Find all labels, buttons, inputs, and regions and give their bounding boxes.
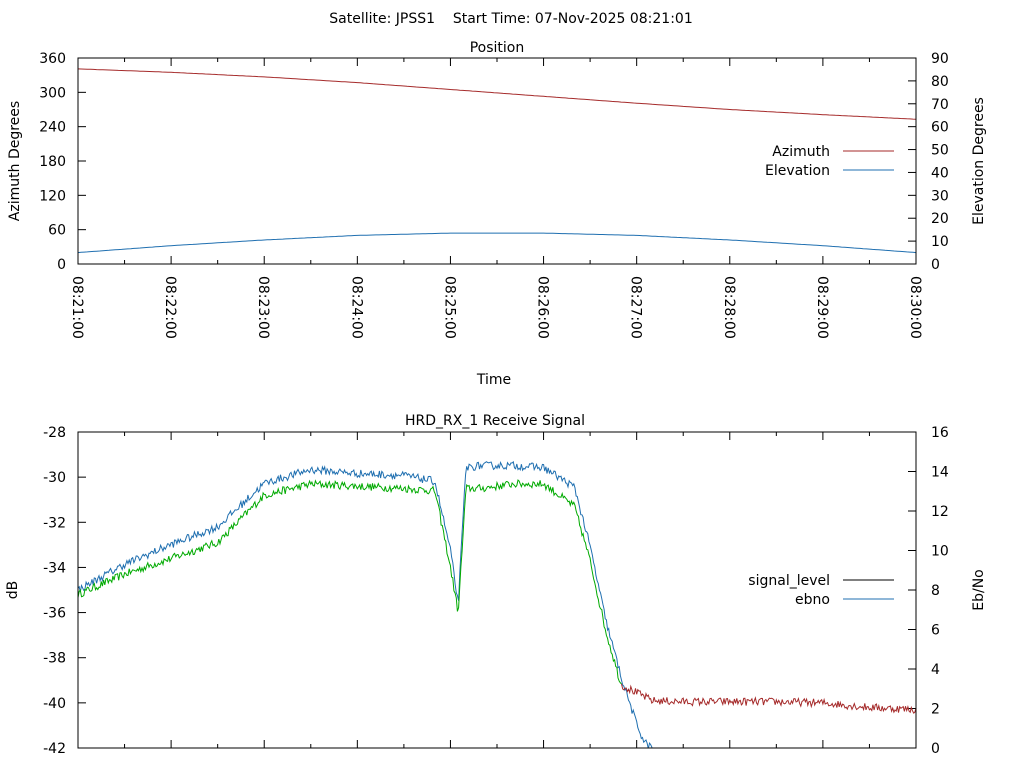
position-chart-series [77, 68, 917, 254]
position-y2-axis-label: Elevation Degrees [971, 97, 987, 225]
y2-tick-label: 8 [931, 583, 940, 599]
x-tick-label: 08:28:00 [721, 276, 737, 339]
x-tick-label: 08:21:00 [69, 276, 85, 339]
x-tick-label: 08:30:00 [907, 276, 923, 339]
y-tick-label: -30 [43, 470, 66, 486]
y2-tick-label: 0 [931, 257, 940, 273]
y2-tick-label: 60 [931, 120, 949, 136]
series-ebno-line [78, 460, 653, 748]
y2-tick-label: 0 [931, 741, 940, 757]
y2-tick-label: 70 [931, 97, 949, 113]
y-tick-label: -40 [43, 696, 66, 712]
y-tick-label: 180 [39, 154, 66, 170]
page-title: Satellite: JPSS1 Start Time: 07-Nov-2025… [329, 11, 692, 27]
x-tick-label: 08:29:00 [814, 276, 830, 339]
position-legend: Azimuth Elevation [765, 144, 894, 179]
y-tick-label: -38 [43, 651, 66, 667]
signal-legend: signal_level ebno [748, 573, 894, 608]
x-tick-label: 08:22:00 [162, 276, 178, 339]
y2-tick-label: 40 [931, 165, 949, 181]
y2-tick-label: 16 [931, 425, 949, 441]
position-chart-title: Position [470, 40, 525, 56]
y-tick-label: -34 [43, 560, 66, 576]
position-chart: Position 0 60 120 180 240 300 360 0 10 20 30 40 50 60… [7, 40, 987, 388]
y-tick-label: -36 [43, 606, 66, 622]
signal-chart-ticks: -42 -40 -38 -36 -34 -32 -30 -28 0 2 4 6 8 10 12 14 16 [43, 425, 949, 757]
y2-tick-label: 2 [931, 702, 940, 718]
y2-tick-label: 14 [931, 465, 949, 481]
signal-plot-frame [77, 431, 917, 749]
y-tick-label: 240 [39, 120, 66, 136]
position-y-axis-label: Azimuth Degrees [7, 101, 23, 221]
series-elevation-line [77, 232, 917, 254]
y-tick-label: -28 [43, 425, 66, 441]
signal-chart-title: HRD_RX_1 Receive Signal [405, 413, 585, 429]
position-x-axis-label: Time [476, 372, 511, 388]
legend-label-ebno: ebno [795, 592, 830, 608]
position-plot-frame [77, 57, 917, 265]
legend-label-signal-level: signal_level [748, 573, 830, 589]
y2-tick-label: 90 [931, 51, 949, 67]
series-signal-level-noise-floor [621, 683, 916, 714]
series-azimuth-line [77, 68, 917, 120]
y2-tick-label: 30 [931, 188, 949, 204]
signal-y-axis-label: dB [5, 581, 21, 600]
y-tick-label: -32 [43, 515, 66, 531]
legend-label-azimuth: Azimuth [772, 144, 830, 160]
y2-tick-label: 10 [931, 544, 949, 560]
y2-tick-label: 20 [931, 211, 949, 227]
x-tick-label: 08:27:00 [628, 276, 644, 339]
y-tick-label: 120 [39, 188, 66, 204]
signal-plot-area [78, 460, 916, 748]
y-tick-label: 60 [48, 223, 66, 239]
legend-label-elevation: Elevation [765, 163, 830, 179]
y-tick-label: 300 [39, 85, 66, 101]
y2-tick-label: 50 [931, 143, 949, 159]
y2-tick-label: 12 [931, 504, 949, 520]
signal-y2-axis-label: Eb/No [971, 569, 987, 611]
y2-tick-label: 4 [931, 662, 940, 678]
x-tick-label: 08:26:00 [535, 276, 551, 339]
y-tick-label: 0 [57, 257, 66, 273]
y2-tick-label: 6 [931, 623, 940, 639]
y-tick-label: 360 [39, 51, 66, 67]
y-tick-label: -42 [43, 741, 66, 757]
y2-tick-label: 80 [931, 74, 949, 90]
x-tick-label: 08:23:00 [255, 276, 271, 339]
x-tick-label: 08:25:00 [441, 276, 457, 339]
signal-chart: HRD_RX_1 Receive Signal -42-40-38-36-34-… [5, 413, 987, 757]
signal-chart-series [78, 460, 916, 748]
y2-tick-label: 10 [931, 234, 949, 250]
x-tick-label: 08:24:00 [348, 276, 364, 339]
position-chart-ticks: 0 60 120 180 240 300 360 0 10 20 30 40 50 60 70 80 90 08:… [39, 51, 949, 339]
series-signal-level-line [78, 479, 622, 685]
